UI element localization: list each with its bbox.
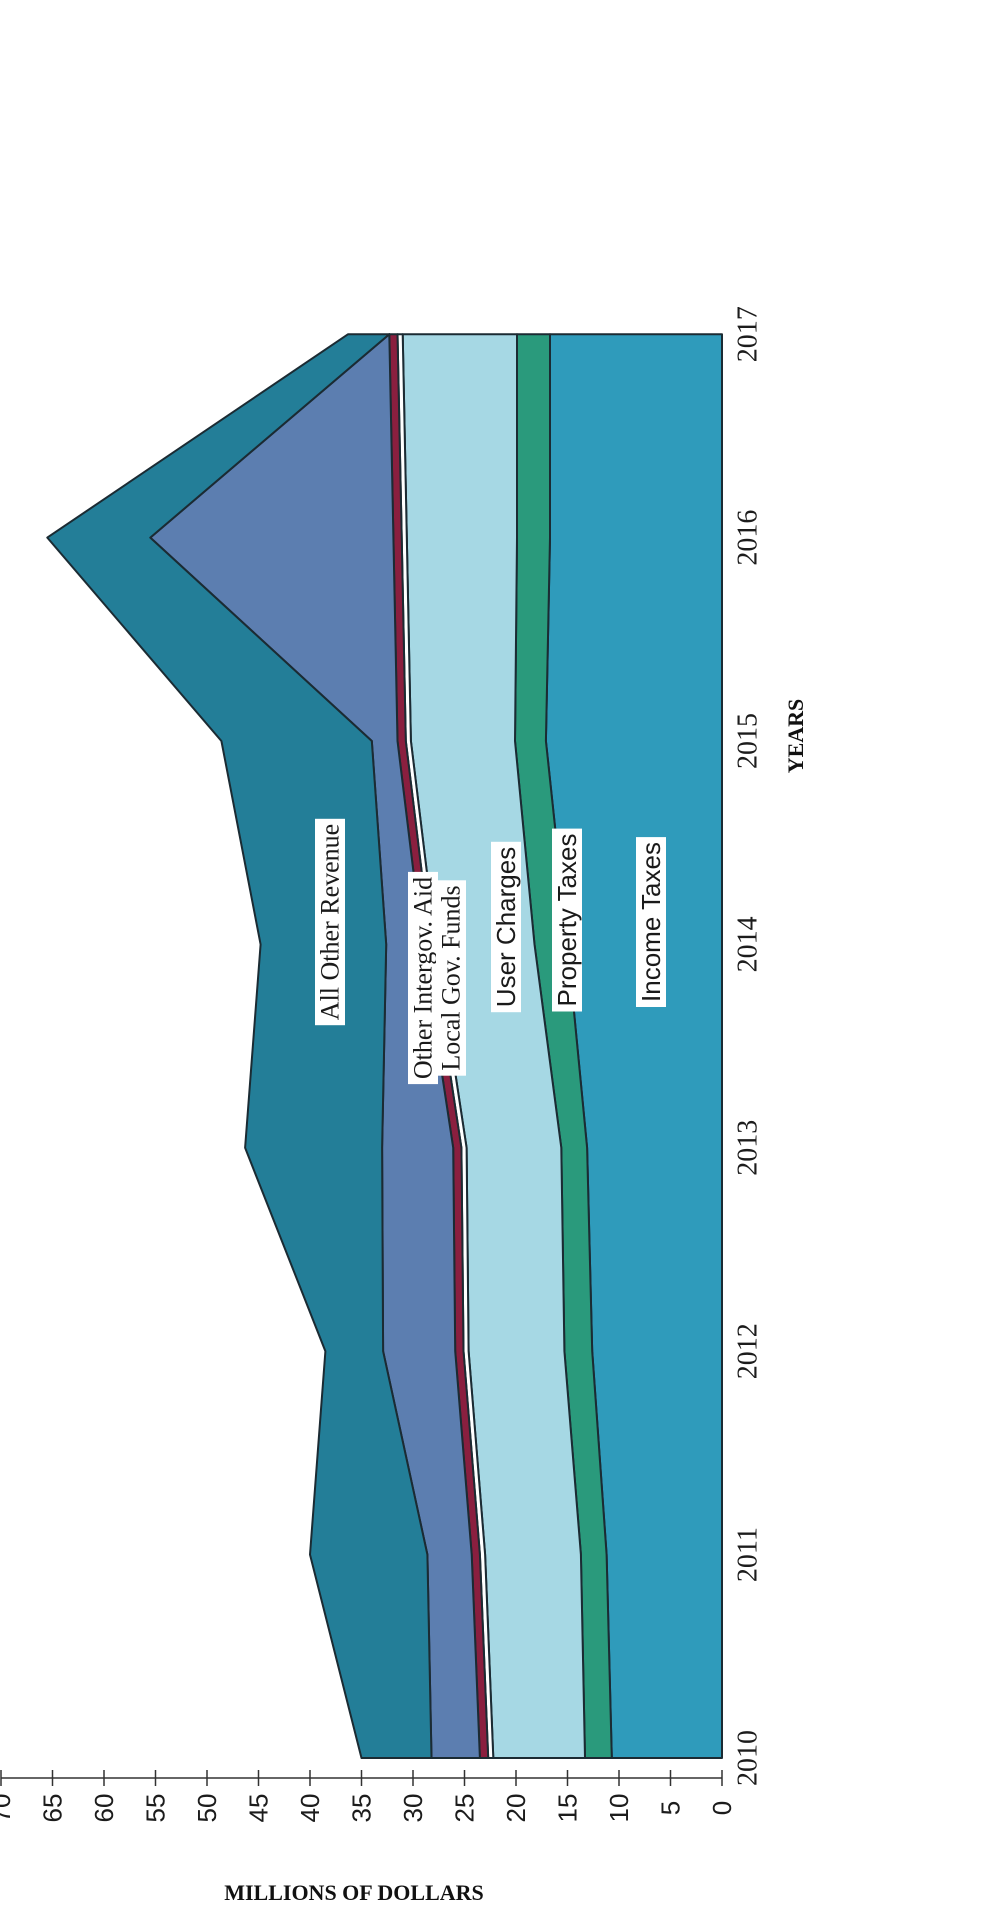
value-tick-text-55: 55 [141,1794,171,1823]
year-label-2013: 2013 [733,1120,764,1176]
year-axis-title: YEARS [783,699,808,774]
value-tick-text-60: 60 [89,1794,119,1823]
label-box-all-other-revenue [315,818,345,1026]
label-text-all-other-revenue: All Other Revenue [316,824,345,1020]
value-tick-label-65: 65 [38,1794,68,1823]
value-tick-text-45: 45 [244,1794,274,1823]
value-tick-text-10: 10 [604,1794,634,1823]
label-income-taxes: Income Taxes [636,837,666,1007]
value-tick-label-60: 60 [89,1794,119,1823]
value-tick-text-40: 40 [295,1794,325,1823]
year-label-2015: 2015 [733,713,764,769]
value-tick-label-45: 45 [244,1794,274,1823]
year-label-2012: 2012 [733,1323,764,1379]
value-tick-text-25: 25 [450,1794,480,1823]
value-tick-label-70: 70 [0,1794,16,1823]
label-text-user-charges: User Charges [491,847,521,1007]
value-tick-label-15: 15 [553,1794,583,1823]
value-tick-label-30: 30 [398,1794,428,1823]
label-text-local-gov-funds: Local Gov. Funds [437,885,466,1070]
year-label-2017: 2017 [733,306,764,362]
label-box-user-charges [491,841,521,1013]
year-label-2016: 2016 [733,510,764,566]
value-tick-text-15: 15 [553,1794,583,1823]
label-box-other-intergov-aid [408,871,438,1085]
year-text-2014: 2014 [733,916,764,972]
value-tick-text-65: 65 [38,1794,68,1823]
value-tick-text-5: 5 [656,1801,686,1815]
label-local-gov-funds: Local Gov. Funds [436,880,466,1076]
value-tick-text-35: 35 [347,1794,377,1823]
band-labels: All Other Revenue Other Intergov. Aid Loca… [315,818,666,1085]
value-tick-text-20: 20 [501,1794,531,1823]
value-tick-label-35: 35 [347,1794,377,1823]
label-box-local-gov-funds [436,880,466,1076]
value-tick-text-50: 50 [192,1794,222,1823]
year-label-2011: 2011 [733,1527,764,1582]
label-property-taxes: Property Taxes [552,828,582,1012]
year-text-2010: 2010 [733,1730,764,1786]
year-text-2013: 2013 [733,1120,764,1176]
label-all-other-revenue: All Other Revenue [315,818,345,1026]
value-tick-label-5: 5 [656,1801,686,1815]
year-text-2016: 2016 [733,510,764,566]
series-areas [46,333,723,1759]
label-text-income-taxes: Income Taxes [636,842,666,1002]
value-tick-label-25: 25 [450,1794,480,1823]
value-tick-label-40: 40 [295,1794,325,1823]
year-label-2014: 2014 [733,916,764,972]
year-axis: 2010 2011 2012 2013 2014 2015 2016 2017 [733,306,764,1786]
label-box-income-taxes [636,837,666,1007]
label-box-property-taxes [552,828,582,1012]
value-tick-label-55: 55 [141,1794,171,1823]
area-all-other-revenue [46,333,433,1759]
value-tick-label-20: 20 [501,1794,531,1823]
year-label-2010: 2010 [733,1730,764,1786]
value-tick-label-10: 10 [604,1794,634,1823]
value-tick-label-50: 50 [192,1794,222,1823]
year-text-2012: 2012 [733,1323,764,1379]
label-text-other-intergov-aid: Other Intergov. Aid [409,877,438,1079]
year-text-2011: 2011 [733,1527,764,1582]
value-tick-text-70: 70 [0,1794,16,1823]
value-axis: 0 5 10 15 20 25 30 35 40 45 50 55 60 65 70 [0,1770,737,1822]
year-text-2015: 2015 [733,713,764,769]
label-user-charges: User Charges [491,841,521,1013]
year-text-2017: 2017 [733,306,764,362]
value-axis-title: MILLIONS OF DOLLARS [224,1880,484,1905]
label-other-intergov-aid: Other Intergov. Aid [408,871,438,1085]
value-tick-label-0: 0 [707,1801,737,1815]
value-tick-text-0: 0 [707,1801,737,1815]
value-tick-text-30: 30 [398,1794,428,1823]
label-text-property-taxes: Property Taxes [552,834,582,1007]
